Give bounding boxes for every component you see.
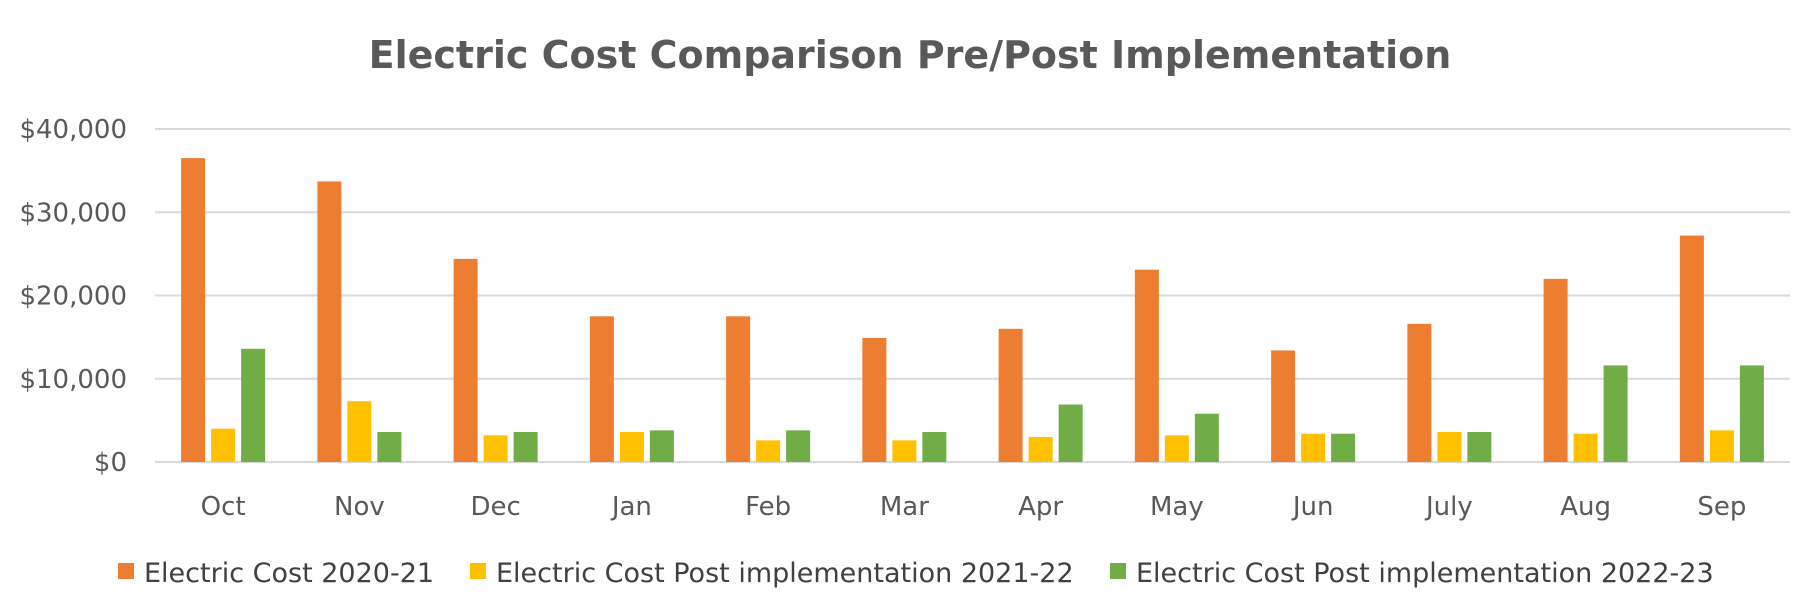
bar-series-1-feb (726, 316, 751, 462)
y-axis-tick-labels: $0 $10,000 $20,000 $30,000 $40,000 (19, 115, 127, 478)
gridlines (155, 128, 1790, 463)
x-axis-tick-labels: Oct Nov Dec Jan Feb Mar Apr May Jun July Aug Sep (201, 492, 1747, 522)
bar-series-3-july (1467, 432, 1492, 462)
x-tick-label: Aug (1560, 492, 1611, 522)
bar-series-1-may (1134, 269, 1159, 462)
bar-series-3-nov (377, 432, 402, 462)
legend-label: Electric Cost Post implementation 2022-2… (1136, 558, 1714, 589)
legend-swatch (470, 563, 486, 579)
bar-series-2-jan (619, 432, 644, 462)
bar-series-2-jun (1301, 433, 1326, 462)
x-tick-label: Jun (1291, 492, 1334, 522)
bar-series-3-jan (649, 430, 674, 462)
y-tick-label: $30,000 (19, 198, 127, 228)
bar-series-2-nov (347, 401, 372, 462)
bar-series-1-nov (317, 181, 342, 462)
legend-label: Electric Cost 2020-21 (144, 558, 434, 589)
y-tick-label: $0 (94, 448, 127, 478)
bar-series-2-may (1164, 435, 1189, 462)
bar-series-2-apr (1028, 437, 1053, 462)
bar-series-3-sep (1739, 365, 1764, 462)
bar-series-2-aug (1573, 433, 1598, 462)
bar-series-2-dec (483, 435, 508, 462)
bar-series-1-jan (589, 316, 614, 462)
x-tick-label: Feb (745, 492, 791, 522)
bar-series-3-mar (922, 432, 947, 462)
x-tick-label: July (1424, 492, 1473, 522)
legend: Electric Cost 2020-21 Electric Cost Post … (118, 558, 1714, 589)
legend-swatch (118, 563, 134, 579)
bar-series-1-july (1407, 323, 1432, 462)
bar-series-3-jun (1331, 433, 1356, 462)
y-tick-label: $20,000 (19, 282, 127, 312)
x-tick-label: Sep (1697, 492, 1746, 522)
bars (181, 158, 1764, 462)
bar-series-1-oct (181, 158, 206, 462)
bar-series-3-dec (513, 432, 538, 462)
x-tick-label: Nov (334, 492, 385, 522)
legend-label: Electric Cost Post implementation 2021-2… (496, 558, 1074, 589)
bar-series-3-oct (241, 348, 266, 462)
legend-swatch (1110, 563, 1126, 579)
x-tick-label: Oct (201, 492, 246, 522)
bar-series-1-mar (862, 337, 887, 462)
bar-series-1-jun (1271, 350, 1296, 462)
bar-series-1-aug (1543, 278, 1568, 462)
x-tick-label: May (1150, 492, 1204, 522)
x-tick-label: Mar (880, 492, 929, 522)
bar-series-2-feb (756, 440, 781, 462)
x-tick-label: Dec (470, 492, 520, 522)
bar-series-3-may (1194, 413, 1219, 462)
bar-series-3-aug (1603, 365, 1628, 462)
chart-title: Electric Cost Comparison Pre/Post Implem… (369, 33, 1452, 77)
bar-series-1-sep (1679, 235, 1704, 462)
bar-series-1-apr (998, 328, 1023, 462)
bar-series-1-dec (453, 258, 478, 462)
bar-series-2-oct (211, 428, 236, 462)
y-tick-label: $10,000 (19, 365, 127, 395)
bar-series-2-sep (1709, 430, 1734, 462)
bar-series-2-july (1437, 432, 1462, 462)
bar-series-2-mar (892, 440, 917, 462)
x-tick-label: Jan (610, 492, 652, 522)
bar-series-3-feb (786, 430, 811, 462)
bar-series-3-apr (1058, 404, 1083, 462)
x-tick-label: Apr (1018, 492, 1063, 522)
y-tick-label: $40,000 (19, 115, 127, 145)
